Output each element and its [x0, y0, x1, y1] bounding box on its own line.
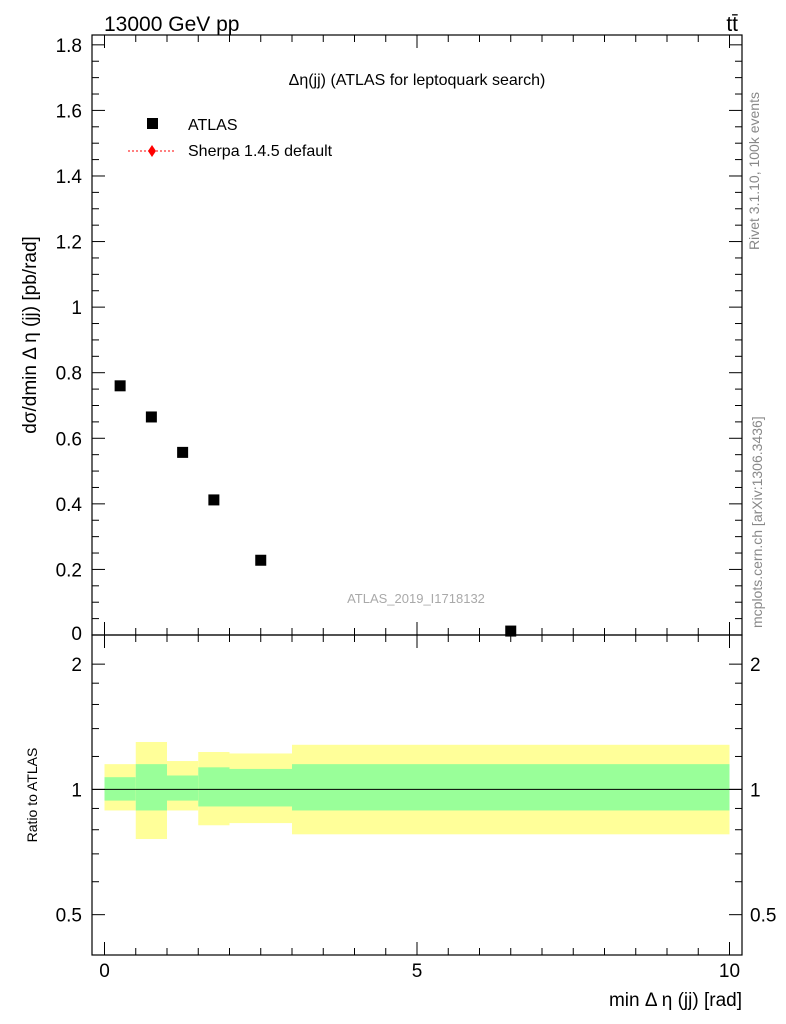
- ratio-y-tick-label-left: 2: [71, 655, 82, 676]
- ratio-y-tick-label-left: 0.5: [56, 906, 82, 927]
- legend-sherpa-marker: [148, 145, 156, 157]
- ratio-y-ticks: [92, 663, 742, 916]
- main-y-tick-labels: 0.2 0.4 0.6 0.8 1 1.2 1.4 1.6 1.8 0: [56, 36, 83, 645]
- ratio-band-inner: [292, 764, 730, 811]
- x-axis-label: min Δ η (jj) [rad]: [609, 990, 742, 1011]
- legend: ATLAS Sherpa 1.4.5 default: [128, 117, 333, 160]
- atlas-data-point: [255, 554, 267, 566]
- ratio-band-inner: [229, 768, 292, 807]
- main-y-axis-label: dσ/dmin Δ η (jj) [pb/rad]: [20, 236, 41, 434]
- legend-atlas-label: ATLAS: [188, 117, 238, 134]
- header-left: 13000 GeV pp: [104, 13, 239, 36]
- ratio-x-tick-labels: 0 5 10: [99, 961, 740, 982]
- legend-atlas-marker: [147, 118, 158, 129]
- atlas-data-point: [208, 494, 220, 506]
- main-panel: 0.2 0.4 0.6 0.8 1 1.2 1.4 1.6 1.8 0 Δη(jj) (ATLAS…: [20, 34, 743, 645]
- x-tick-label: 0: [99, 961, 110, 982]
- ratio-panel: 0.5 0.51 12 2 0 5 10 Ratio to ATLAS min Δ η (…: [24, 35, 776, 1011]
- ratio-y-axis-label: Ratio to ATLAS: [24, 748, 40, 843]
- header-right: tt̄: [726, 13, 738, 36]
- main-y-tick-label: 0.4: [56, 495, 83, 516]
- chart-title: Δη(jj) (ATLAS for leptoquark search): [289, 72, 546, 89]
- x-tick-label: 5: [412, 961, 423, 982]
- ratio-y-tick-label-right: 0.5: [750, 906, 776, 927]
- main-y-tick-label: 1.4: [56, 167, 83, 188]
- ratio-band-inner: [167, 775, 199, 801]
- main-y-tick-label: 1.6: [56, 101, 82, 122]
- main-y-ticks: [92, 44, 742, 620]
- mcplots-label: mcplots.cern.ch [arXiv:1306.3436]: [749, 416, 765, 628]
- main-y-tick-label-zero: 0: [71, 624, 82, 645]
- main-y-tick-label: 1.8: [56, 36, 82, 57]
- rivet-label: Rivet 3.1.10, 100k events: [746, 92, 762, 250]
- atlas-data-point: [145, 411, 157, 423]
- legend-sherpa-label: Sherpa 1.4.5 default: [188, 143, 333, 160]
- analysis-watermark: ATLAS_2019_I1718132: [347, 591, 485, 606]
- atlas-data-point: [177, 446, 189, 458]
- main-y-tick-label: 1.2: [56, 233, 82, 254]
- ratio-band-inner: [198, 767, 230, 807]
- ratio-y-tick-labels: 0.5 0.5 1 1 2 2: [56, 655, 777, 927]
- ratio-y-tick-label-left: 1: [71, 780, 82, 801]
- ratio-band-inner: [104, 777, 136, 801]
- atlas-data-point: [114, 380, 126, 392]
- ratio-band-inner: [135, 764, 167, 811]
- ratio-y-tick-label-right: 1: [750, 780, 761, 801]
- ratio-x-ticks: [104, 35, 730, 955]
- x-tick-label: 10: [719, 961, 740, 982]
- main-y-tick-label: 0.8: [56, 364, 82, 385]
- ratio-uncertainty-bands: [104, 741, 730, 840]
- main-y-tick-label: 1: [71, 298, 82, 319]
- main-y-tick-label: 0.6: [56, 429, 82, 450]
- main-y-tick-label: 0.2: [56, 560, 82, 581]
- ratio-y-tick-label-right: 2: [750, 655, 761, 676]
